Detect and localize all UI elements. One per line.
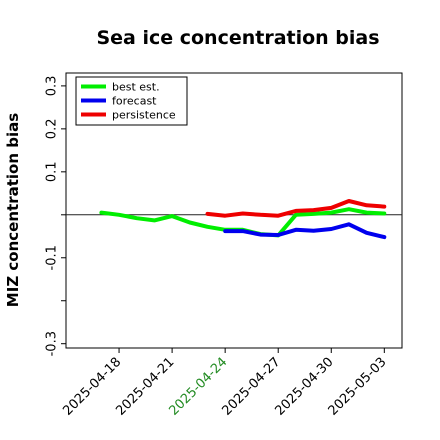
legend-label-forecast: forecast [112,95,157,108]
legend: best est. forecast persistence [75,76,188,126]
y-axis-ticks: -0.3 -0.1 0.1 0.2 0.3 [45,76,66,356]
legend-label-best-est: best est. [112,81,160,94]
y-axis-label: MIZ concentration bias [4,113,22,307]
y-tick-label: 0.1 [45,161,60,182]
y-tick-label: -0.3 [45,331,60,356]
y-tick-label: -0.1 [45,245,60,270]
legend-label-persistence: persistence [112,109,176,122]
x-axis-ticks: 2025-04-182025-04-212025-04-242025-04-27… [60,348,390,419]
y-tick-label: 0.2 [45,119,60,140]
plot-area-frame [65,72,403,349]
y-tick-label: 0.3 [45,76,60,97]
series-line-forecast [223,222,387,240]
series-line-persistence [205,199,387,218]
chart-title: Sea ice concentration bias [96,27,379,49]
series-lines [99,199,387,240]
